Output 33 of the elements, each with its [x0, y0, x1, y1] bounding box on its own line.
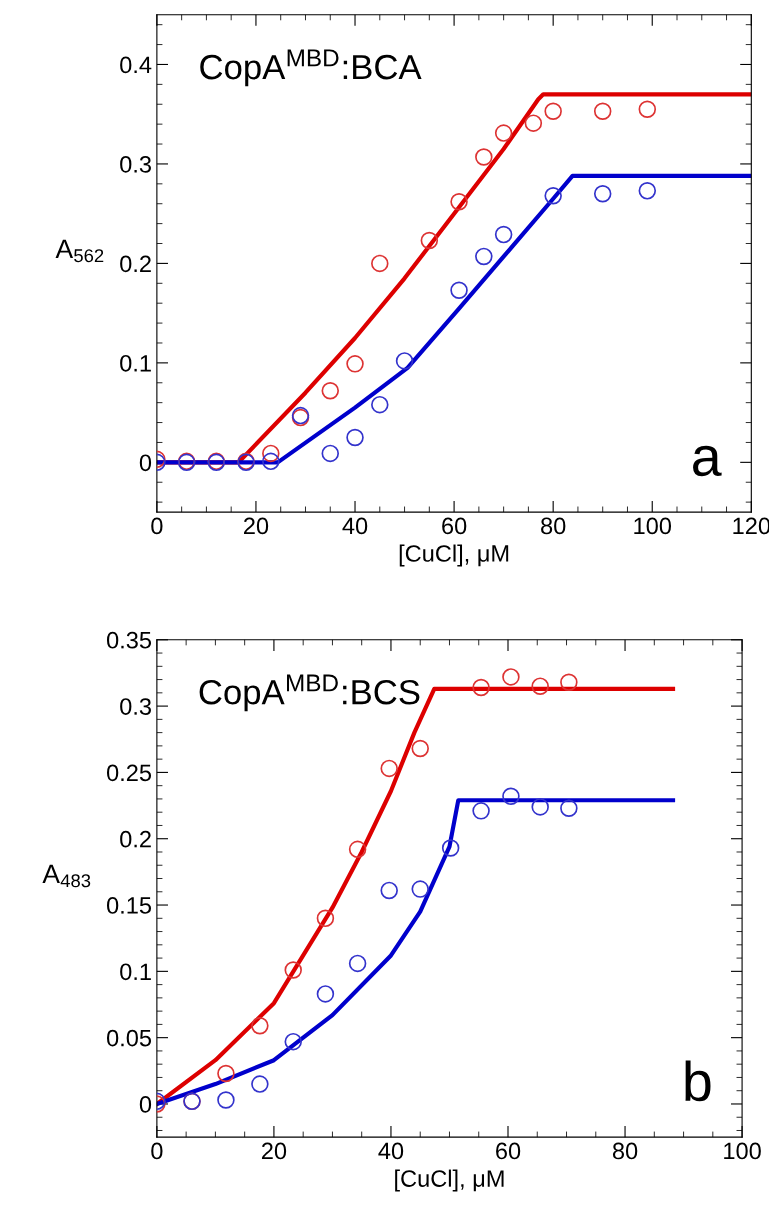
x-tick-label: 80 [541, 517, 566, 535]
y-tick-label: 0.15 [106, 897, 152, 914]
x-tick-label: 40 [342, 517, 368, 535]
y-tick-label: 0.35 [106, 631, 152, 649]
x-tick-label: 100 [634, 517, 672, 535]
y-tick-label: 0.2 [120, 255, 151, 273]
y-axis-title: A$_{562}$ [55, 239, 104, 263]
annotation: CopA$^{MBD}$:BCS [199, 674, 420, 712]
y-tick-label: 0.3 [120, 698, 151, 715]
y-tick-label: 0 [139, 1096, 152, 1113]
y-tick-label: 0.05 [106, 1029, 152, 1047]
annotation: CopA$^{MBD}$:BCA [200, 49, 422, 87]
y-tick-label: 0.25 [106, 764, 152, 782]
x-tick-label: 20 [261, 1142, 287, 1160]
y-axis-title: A$_{483}$ [42, 864, 91, 888]
y-tick-label: 0.4 [120, 56, 152, 74]
annotation: a [693, 445, 722, 477]
x-tick-label: 0 [151, 517, 163, 535]
y-tick-label: 0 [139, 454, 152, 472]
y-tick-label: 0.3 [120, 156, 151, 173]
annotation: b [685, 1060, 711, 1102]
x-tick-label: 20 [244, 517, 269, 535]
y-tick-label: 0.1 [120, 354, 151, 372]
x-tick-label: 0 [151, 1142, 163, 1160]
x-axis-title: [CuCl], μM [399, 544, 509, 567]
x-tick-label: 80 [612, 1142, 638, 1160]
x-tick-label: 100 [724, 1142, 761, 1160]
x-tick-label: 60 [442, 517, 467, 535]
x-tick-label: 40 [378, 1142, 404, 1160]
x-tick-label: 60 [496, 1142, 521, 1160]
y-tick-label: 0.1 [120, 963, 151, 981]
x-axis-title: [CuCl], μM [395, 1169, 504, 1192]
y-tick-label: 0.2 [120, 830, 151, 848]
